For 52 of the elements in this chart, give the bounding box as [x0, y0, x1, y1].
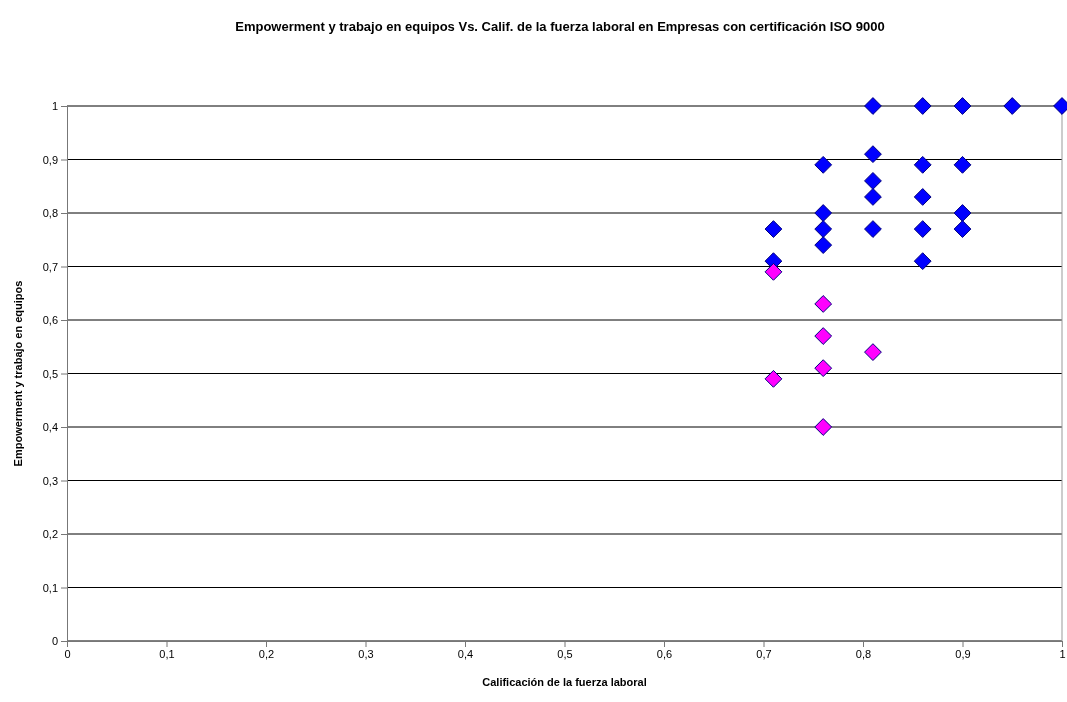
x-axis-title: Calificación de la fuerza laboral [482, 676, 647, 688]
point [913, 220, 932, 238]
x-tick-label: 0,7 [756, 647, 772, 660]
point [764, 262, 783, 281]
y-tick-label: 0,2 [42, 528, 58, 541]
point [913, 97, 932, 115]
point [864, 145, 882, 164]
point [814, 295, 833, 313]
y-tick-label: 0,3 [42, 474, 58, 487]
x-tick-label: 0,6 [656, 647, 673, 660]
point [864, 343, 882, 361]
point [913, 252, 932, 271]
point [953, 204, 972, 222]
y-tick-label: 0,8 [42, 207, 58, 220]
point [814, 359, 833, 378]
y-tick-label: 0,5 [42, 367, 58, 380]
point [953, 97, 972, 115]
point [864, 97, 882, 115]
x-tick-label: 0,2 [258, 647, 275, 660]
y-tick-label: 0,7 [42, 260, 58, 273]
y-tick-label: 0 [51, 635, 58, 648]
point [953, 155, 972, 174]
chart-title: Empowerment y trabajo en equipos Vs. Calif. de la fuerza laboral en Empresas con certificación ISO 9000 [235, 19, 885, 34]
point [814, 220, 833, 238]
point [953, 220, 972, 238]
point [1003, 97, 1022, 115]
x-tick-label: 0 [64, 647, 71, 660]
point [913, 155, 932, 174]
point [864, 220, 882, 238]
x-tick-label: 0,5 [557, 647, 573, 660]
point [814, 204, 833, 222]
point [913, 188, 932, 206]
x-tick-label: 0,8 [855, 647, 872, 660]
y-axis-title: Empowerment y trabajo en equipos [12, 280, 24, 467]
y-tick-label: 0,4 [42, 421, 58, 434]
point [864, 188, 882, 206]
x-tick-label: 1 [1059, 647, 1066, 660]
point [814, 418, 833, 436]
x-tick-label: 0,9 [955, 647, 971, 660]
x-tick-label: 0,4 [457, 647, 474, 660]
y-tick-label: 0,1 [42, 581, 58, 594]
point [814, 236, 833, 254]
y-tick-label: 1 [51, 100, 58, 113]
y-tick-label: 0,9 [42, 153, 58, 166]
point [864, 172, 882, 190]
x-tick-label: 0,1 [159, 647, 175, 660]
point [814, 327, 833, 345]
point [814, 155, 833, 174]
y-tick-label: 0,6 [42, 314, 58, 327]
x-tick-label: 0,3 [358, 647, 374, 660]
point [764, 369, 783, 388]
point [764, 220, 783, 238]
